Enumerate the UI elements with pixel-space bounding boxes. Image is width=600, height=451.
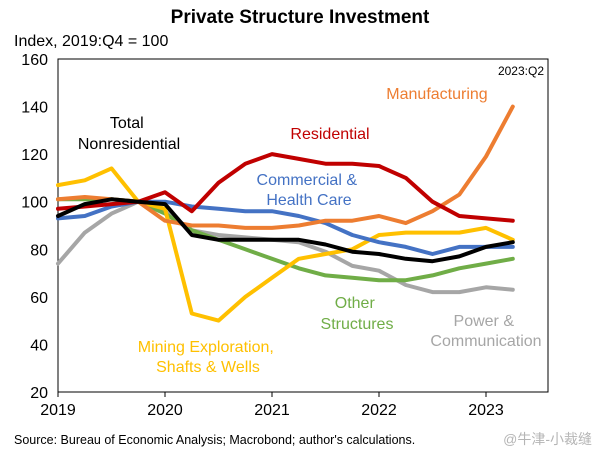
series-lines — [56, 104, 515, 323]
label-total-line1: Total — [110, 115, 144, 132]
y-tick-label: 100 — [21, 195, 48, 212]
y-tick-label: 40 — [30, 337, 48, 354]
label-commercial-health-care: Commercial & Health Care — [257, 172, 362, 209]
y-tick-label: 120 — [21, 147, 48, 164]
label-residential: Residential — [290, 126, 369, 143]
label-other-line1: Other — [335, 295, 376, 312]
y-tick-label: 80 — [30, 242, 48, 259]
x-tick-label: 2021 — [254, 402, 290, 419]
label-total-line2: Nonresidential — [78, 136, 180, 153]
label-power-line1: Power & — [454, 313, 515, 330]
watermark: @牛津-小裁缝 — [503, 431, 592, 447]
label-commercial-line1: Commercial & — [257, 172, 358, 189]
label-total-nonresidential: Total Nonresidential — [78, 115, 180, 153]
series-line-mining-exploration-shafts-wells — [56, 166, 515, 323]
label-other-structures: Other Structures — [321, 295, 394, 333]
label-mining-line1: Mining Exploration, — [138, 339, 274, 356]
series-line-total-nonresidential — [56, 197, 515, 264]
y-tick-label: 20 — [30, 385, 48, 402]
y-tick-label: 160 — [21, 52, 48, 69]
y-tick-label: 60 — [30, 290, 48, 307]
label-manufacturing: Manufacturing — [386, 86, 487, 103]
label-power-communication: Power & Communication — [430, 313, 541, 350]
x-axis-ticks: 2019 2020 2021 2022 2023 — [40, 402, 504, 419]
label-commercial-line2: Health Care — [266, 192, 351, 209]
source-note: Source: Bureau of Economic Analysis; Mac… — [14, 433, 415, 447]
x-tick-label: 2019 — [40, 402, 76, 419]
y-axis-label: Index, 2019:Q4 = 100 — [14, 33, 168, 50]
axis-tick-marks — [57, 392, 487, 397]
corner-label: 2023:Q2 — [498, 64, 544, 78]
chart-title: Private Structure Investment — [171, 7, 430, 28]
label-other-line2: Structures — [321, 316, 394, 333]
plot-area — [57, 58, 549, 393]
y-axis-ticks: 20 40 60 80 100 120 140 160 — [21, 52, 48, 402]
label-mining-exploration: Mining Exploration, Shafts & Wells — [138, 339, 279, 376]
label-mining-line2: Shafts & Wells — [156, 359, 260, 376]
label-power-line2: Communication — [430, 333, 541, 350]
x-tick-label: 2020 — [147, 402, 183, 419]
x-tick-label: 2022 — [361, 402, 397, 419]
y-tick-label: 140 — [21, 100, 48, 117]
x-tick-label: 2023 — [468, 402, 504, 419]
